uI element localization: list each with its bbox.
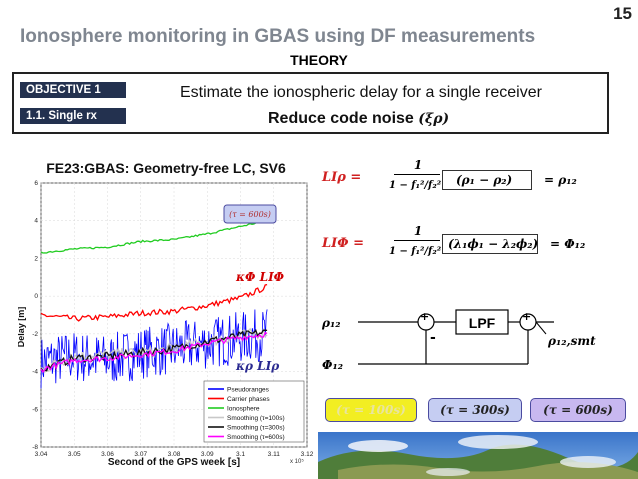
- x-tick-label: 3.1: [236, 451, 245, 458]
- legend: Pseudoranges Carrier phases Ionosphere Smoo…: [203, 380, 305, 443]
- legend-item: Carrier phases: [227, 396, 270, 403]
- x-tick-label: 3.08: [168, 451, 181, 458]
- y-axis-label: Delay [m]: [18, 307, 26, 348]
- x-tick-label: 3.04: [35, 451, 48, 458]
- phi-difference: (λ₁ϕ₁ − λ₂ϕ₂): [448, 237, 539, 251]
- chart-title: FE23:GBAS: Geometry-free LC, SV6: [46, 160, 286, 176]
- lpf-block-diagram: + - LPF +: [358, 309, 554, 365]
- series-line-carrier-phases: [40, 283, 268, 322]
- annotation-kappa-phi: κΦ LIΦ: [235, 270, 285, 284]
- slide-subtitle: THEORY: [290, 52, 348, 68]
- li-rho-numerator: 1: [413, 158, 423, 172]
- minus-sign: -: [430, 330, 436, 346]
- output-rho-smoothed: ρ₁₂,smt: [548, 334, 596, 348]
- page-number: 15: [613, 4, 632, 23]
- lpf-label: LPF: [469, 315, 496, 331]
- plus-sign-1: +: [420, 310, 429, 323]
- li-rho-label: LIρ =: [322, 170, 362, 185]
- plot-tau-box: [223, 204, 277, 224]
- x-tick-label: 3.09: [201, 451, 214, 458]
- series-line-smoothing-600s: [40, 331, 268, 373]
- li-rho-fraction-bar: [394, 174, 440, 175]
- geometry-free-chart: FE23:GBAS: Geometry-free LC, SV6 3.04 3.0…: [16, 160, 314, 468]
- series-line-smoothing-300s: [40, 328, 268, 373]
- tau-100-button[interactable]: (τ = 100s): [325, 398, 417, 422]
- li-rho-denominator: 1 − f₁²/f₂²: [389, 180, 442, 191]
- y-tick-label: -2: [32, 331, 38, 338]
- x-tick-label: 3.05: [68, 451, 81, 458]
- x-tick-label: 3.07: [134, 451, 147, 458]
- objective-badge: OBJECTIVE 1: [20, 82, 126, 98]
- series-line-ionosphere: [40, 219, 268, 254]
- plot-tau-label: (τ = 600s): [229, 210, 271, 219]
- y-tick-label: 4: [34, 218, 38, 225]
- li-phi-fraction-bar: [394, 240, 440, 241]
- x-tick-label: 3.06: [101, 451, 114, 458]
- x-exponent: x 10⁵: [290, 458, 304, 465]
- objective-line-2: Reduce code noise: [268, 110, 414, 127]
- phi-difference-box: [442, 234, 538, 254]
- phi-12-result: = Φ₁₂: [550, 237, 586, 251]
- annotation-kappa-rho: κρ LIρ: [235, 359, 280, 373]
- y-tick-label: 6: [34, 180, 38, 187]
- objective-line-2-wrap: Reduce code noise (ξρ): [268, 110, 449, 128]
- y-tick-label: -6: [32, 406, 38, 413]
- earth-satellite-image: [318, 432, 638, 479]
- tau-300-button[interactable]: (τ = 300s): [428, 398, 522, 422]
- rho-12-result: = ρ₁₂: [544, 173, 577, 187]
- objective-box: OBJECTIVE 1 1.1. Single rx Estimate the …: [12, 72, 609, 134]
- x-tick-label: 3.11: [268, 451, 281, 458]
- tau-600-button[interactable]: (τ = 600s): [530, 398, 626, 422]
- slide-title: Ionosphere monitoring in GBAS using DF m…: [20, 26, 536, 47]
- rho-difference: (ρ₁ − ρ₂): [456, 173, 513, 187]
- legend-item: Smoothing (τ=100s): [227, 415, 285, 422]
- objective-line-1: Estimate the ionospheric delay for a sin…: [180, 84, 542, 101]
- xi-rho-symbol: (ξρ): [418, 111, 450, 127]
- y-tick-label: -8: [32, 444, 38, 451]
- lpf-block: [455, 309, 509, 335]
- li-phi-numerator: 1: [413, 224, 423, 238]
- y-tick-label: 0: [34, 293, 38, 300]
- plot-figure: FE23:GBAS: Geometry-free LC, SV6 3.04 3.0…: [16, 155, 314, 468]
- legend-item: Smoothing (τ=300s): [227, 425, 285, 432]
- legend-item: Smoothing (τ=600s): [227, 434, 285, 441]
- x-tick-label: 3.12: [301, 451, 313, 458]
- li-phi-denominator: 1 − f₁²/f₂²: [389, 246, 442, 257]
- legend-item: Pseudoranges: [227, 387, 270, 394]
- legend-item: Ionosphere: [227, 406, 260, 413]
- y-tick-label: -4: [32, 369, 38, 376]
- input-rho-12: ρ₁₂: [322, 316, 341, 330]
- single-rx-badge: 1.1. Single rx: [20, 108, 126, 124]
- li-phi-label: LIΦ =: [322, 236, 364, 251]
- input-phi-12: Φ₁₂: [322, 358, 343, 372]
- x-axis-label: Second of the GPS week [s]: [108, 457, 240, 467]
- rho-difference-box: [442, 170, 532, 190]
- series-line-pseudoranges: [40, 309, 268, 389]
- y-tick-label: 2: [34, 255, 38, 262]
- plus-sign-2: +: [522, 310, 531, 323]
